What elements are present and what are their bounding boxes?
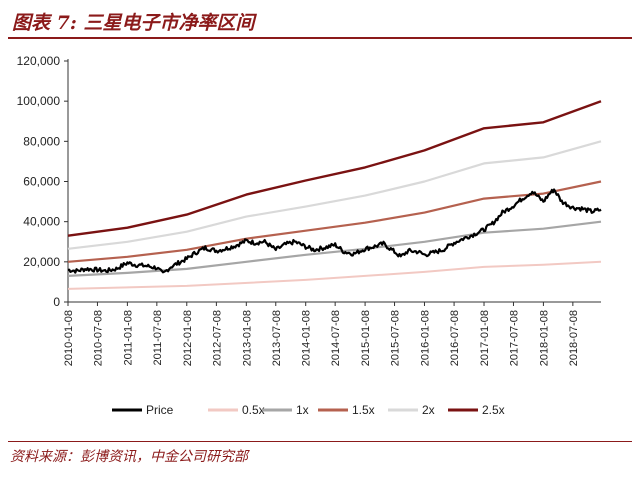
y-tick-label: 80,000 (23, 134, 60, 148)
legend-label: Price (146, 403, 174, 417)
chart-axes: 0 20,000 40,000 60,000 80,000 100,000 120,000 2… (17, 54, 601, 366)
source-note: 资料来源：彭博资讯，中金公司研究部 (10, 449, 248, 465)
x-tick-label: 2016-07-08 (449, 310, 461, 366)
legend-label: 2.5x (482, 403, 505, 417)
y-tick-label: 40,000 (23, 215, 60, 229)
series-line-1_5x (67, 180, 602, 263)
legend-label: 1.5x (352, 403, 375, 417)
chart-series (67, 100, 602, 290)
x-tick-label: 2018-07-08 (568, 310, 580, 366)
x-tick-label: 2013-07-08 (271, 310, 283, 366)
y-tick-label: 0 (53, 295, 60, 309)
series-line-1x (67, 220, 602, 277)
chart-legend: Price 0.5x 1x 1.5x 2x 2.5x (112, 403, 505, 417)
y-tick-label: 100,000 (17, 94, 61, 108)
series-line-Price (67, 188, 602, 274)
x-tick-label: 2013-01-08 (241, 310, 253, 366)
source-rule (8, 441, 632, 442)
x-tick-label: 2014-07-08 (330, 310, 342, 366)
x-tick-label: 2012-01-08 (182, 310, 194, 366)
x-tick-label: 2012-07-08 (211, 310, 223, 366)
x-tick-label: 2010-07-08 (92, 310, 104, 366)
x-tick-label: 2015-01-08 (360, 310, 372, 366)
x-tick-label: 2011-07-08 (152, 310, 164, 365)
title-rule (8, 37, 632, 39)
series-line-2_5x (67, 100, 602, 237)
y-tick-label: 60,000 (23, 175, 60, 189)
legend-label: 2x (422, 403, 435, 417)
y-tick-label: 120,000 (17, 54, 61, 68)
x-tick-label: 2017-01-08 (479, 310, 491, 366)
y-tick-label: 20,000 (23, 255, 60, 269)
x-tick-label: 2014-01-08 (301, 310, 313, 366)
series-line-2x (67, 140, 602, 250)
figure-title: 图表 7: 三星电子市净率区间 (12, 12, 255, 34)
x-tick-label: 2010-01-08 (63, 310, 75, 366)
x-tick-label: 2015-07-08 (390, 310, 402, 366)
x-tick-label: 2018-01-08 (538, 310, 550, 366)
x-tick-label: 2011-01-08 (122, 310, 134, 365)
series-line-0_5x (67, 260, 602, 290)
legend-label: 0.5x (242, 403, 265, 417)
legend-label: 1x (296, 403, 309, 417)
x-tick-label: 2017-07-08 (508, 310, 520, 366)
x-tick-label: 2016-01-08 (419, 310, 431, 366)
